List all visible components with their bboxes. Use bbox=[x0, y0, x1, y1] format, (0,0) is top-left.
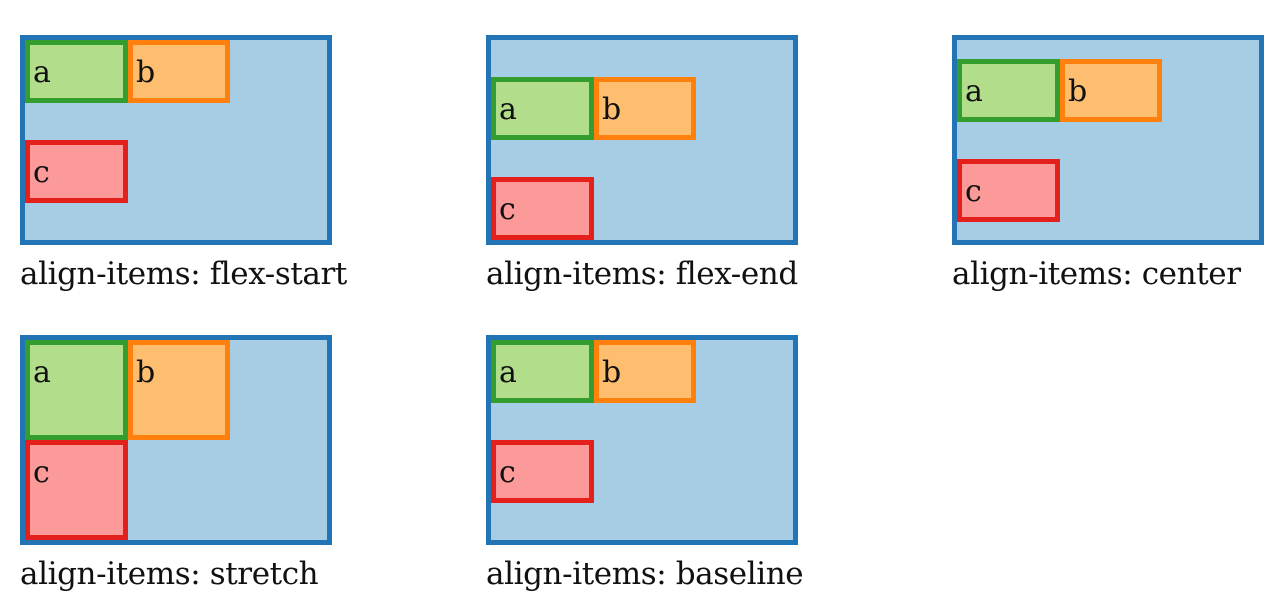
item-b-label: b bbox=[136, 55, 156, 90]
item-a-box: a bbox=[25, 340, 128, 440]
panel-caption: align-items: flex-end bbox=[486, 256, 798, 292]
item-a-label: a bbox=[499, 355, 517, 390]
item-c-label: c bbox=[33, 155, 50, 190]
item-a-box: a bbox=[25, 40, 128, 103]
panel-caption: align-items: baseline bbox=[486, 556, 804, 592]
item-b-label: b bbox=[602, 355, 622, 390]
flex-container: a b c bbox=[486, 35, 798, 245]
panel-flex-end: a b c align-items: flex-end bbox=[486, 35, 798, 294]
item-c-label: c bbox=[499, 455, 516, 490]
flex-container: a b c bbox=[20, 335, 332, 545]
flex-container: a b c bbox=[486, 335, 798, 545]
item-c-box: c bbox=[491, 177, 594, 240]
panel-baseline: a b c align-items: baseline bbox=[486, 335, 804, 594]
panel-stretch: a b c align-items: stretch bbox=[20, 335, 332, 594]
item-b-box: b bbox=[128, 340, 230, 440]
item-b-label: b bbox=[136, 355, 156, 390]
item-c-box: c bbox=[25, 140, 128, 203]
item-a-box: a bbox=[957, 59, 1060, 122]
item-a-label: a bbox=[33, 55, 51, 90]
panel-caption: align-items: flex-start bbox=[20, 256, 347, 292]
item-c-box: c bbox=[25, 440, 128, 540]
panel-caption: align-items: center bbox=[952, 256, 1241, 292]
item-c-label: c bbox=[965, 174, 982, 209]
item-c-box: c bbox=[491, 440, 594, 503]
item-b-box: b bbox=[128, 40, 230, 103]
item-b-box: b bbox=[594, 77, 696, 140]
item-a-label: a bbox=[965, 74, 983, 109]
item-a-label: a bbox=[33, 355, 51, 390]
panel-center: a b c align-items: center bbox=[952, 35, 1264, 294]
item-c-label: c bbox=[33, 455, 50, 490]
flex-container: a b c bbox=[20, 35, 332, 245]
item-a-box: a bbox=[491, 340, 594, 403]
panel-caption: align-items: stretch bbox=[20, 556, 319, 592]
item-b-label: b bbox=[1068, 74, 1088, 109]
flex-container: a b c bbox=[952, 35, 1264, 245]
item-b-box: b bbox=[1060, 59, 1162, 122]
item-b-box: b bbox=[594, 340, 696, 403]
item-b-label: b bbox=[602, 92, 622, 127]
item-c-label: c bbox=[499, 192, 516, 227]
item-a-label: a bbox=[499, 92, 517, 127]
panel-flex-start: a b c align-items: flex-start bbox=[20, 35, 347, 294]
item-a-box: a bbox=[491, 77, 594, 140]
item-c-box: c bbox=[957, 159, 1060, 222]
